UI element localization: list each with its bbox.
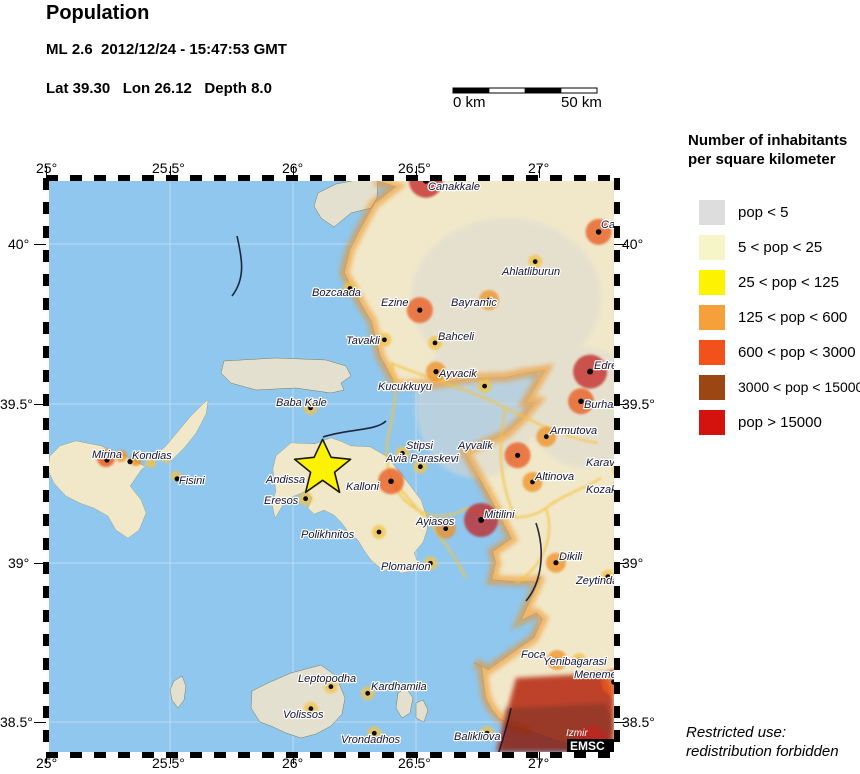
svg-text:Leptopodha: Leptopodha	[298, 673, 356, 685]
svg-text:Izmir: Izmir	[566, 728, 588, 739]
svg-text:Bahceli: Bahceli	[438, 331, 475, 343]
svg-text:Mitilini: Mitilini	[484, 509, 515, 521]
svg-text:Kardhamila: Kardhamila	[371, 681, 427, 693]
svg-text:Polikhnitos: Polikhnitos	[301, 529, 355, 541]
svg-text:Dikili: Dikili	[559, 551, 583, 563]
svg-text:Edremit: Edremit	[594, 360, 614, 372]
svg-text:Vrondadhos: Vrondadhos	[341, 734, 401, 746]
svg-text:Stipsi: Stipsi	[406, 440, 433, 452]
svg-text:Kozak: Kozak	[586, 484, 614, 496]
svg-text:Bozcaada: Bozcaada	[312, 287, 361, 299]
svg-text:Kalloni: Kalloni	[346, 481, 380, 493]
svg-text:Menemen: Menemen	[574, 669, 614, 681]
svg-text:Volissos: Volissos	[283, 709, 324, 721]
svg-text:Ezine: Ezine	[381, 297, 409, 309]
svg-text:EMSC: EMSC	[570, 739, 605, 752]
svg-text:Kucukkuyu: Kucukkuyu	[378, 381, 432, 393]
svg-text:Altinova: Altinova	[534, 471, 574, 483]
svg-text:Ahlatliburun: Ahlatliburun	[501, 266, 560, 278]
svg-text:Canakkale: Canakkale	[428, 181, 480, 193]
svg-text:Mirina: Mirina	[92, 449, 122, 461]
svg-text:Fisini: Fisini	[179, 475, 205, 487]
svg-text:Baba Kale: Baba Kale	[276, 397, 327, 409]
svg-text:Bayramic: Bayramic	[451, 297, 497, 309]
svg-text:Ayiasos: Ayiasos	[415, 516, 455, 528]
svg-text:Avia Paraskevi: Avia Paraskevi	[385, 453, 459, 465]
svg-text:Can: Can	[601, 219, 614, 231]
svg-text:0 km: 0 km	[453, 94, 486, 111]
svg-text:Andissa: Andissa	[265, 474, 305, 486]
svg-text:Yenibagarasi: Yenibagarasi	[543, 656, 607, 668]
svg-text:Karave: Karave	[586, 457, 614, 469]
svg-text:Plomarion: Plomarion	[381, 561, 431, 573]
svg-text:50 km: 50 km	[561, 94, 602, 111]
svg-text:Ayvalik: Ayvalik	[457, 440, 493, 452]
svg-text:Zeytindag: Zeytindag	[575, 575, 614, 587]
svg-text:Eresos: Eresos	[264, 495, 299, 507]
svg-text:Kondias: Kondias	[132, 450, 172, 462]
svg-text:Ayvacik: Ayvacik	[438, 368, 477, 380]
svg-text:Armutova: Armutova	[549, 425, 597, 437]
svg-text:Tavakli: Tavakli	[346, 335, 380, 347]
svg-text:Balikliova: Balikliova	[454, 731, 500, 743]
svg-text:Burhaniye: Burhaniye	[584, 399, 614, 411]
svg-text:Foca: Foca	[521, 649, 545, 661]
